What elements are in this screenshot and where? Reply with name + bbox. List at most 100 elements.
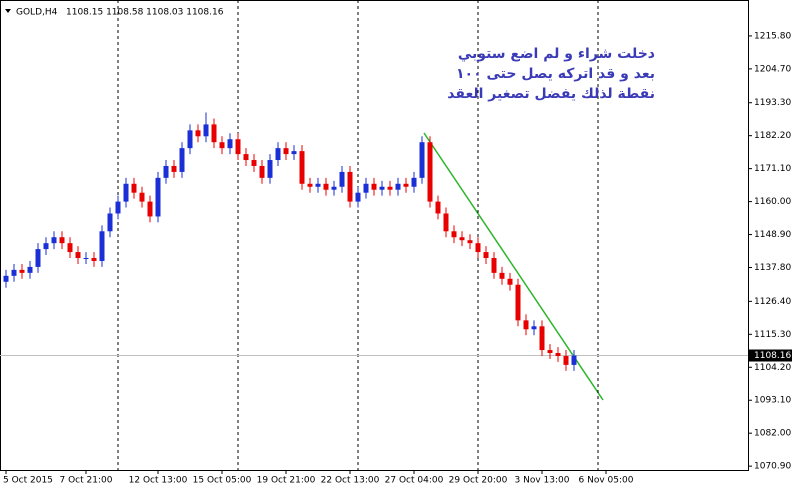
candle-body xyxy=(243,154,249,161)
candle-body xyxy=(171,165,177,172)
candle-body xyxy=(251,160,257,166)
x-tick-label: 3 Nov 13:00 xyxy=(515,476,570,486)
x-tick-label: 19 Oct 21:00 xyxy=(257,476,316,486)
candle-body xyxy=(299,151,305,184)
annotation-line: دخلت شراء و لم اضع ستوبي xyxy=(457,46,655,62)
y-tick-label: 1215.80 xyxy=(754,31,791,41)
candle-body xyxy=(11,269,17,276)
candle-body xyxy=(475,243,481,253)
candle-body xyxy=(99,231,105,261)
y-tick-label: 1171.10 xyxy=(754,164,791,174)
candle-body xyxy=(131,183,137,193)
candle-body xyxy=(235,139,241,155)
ohlc-readout: 1108.15 1108.58 1108.03 1108.16 xyxy=(66,8,224,18)
candle-body xyxy=(499,272,505,279)
candle-body xyxy=(547,350,553,354)
candle-body xyxy=(443,213,449,232)
candle-body xyxy=(323,183,329,190)
candle-body xyxy=(179,148,185,172)
candle-body xyxy=(219,142,225,149)
candle-body xyxy=(491,258,497,273)
candle-body xyxy=(35,249,41,267)
candle-body xyxy=(123,183,129,202)
candle-body xyxy=(555,353,561,356)
x-tick-label: 22 Oct 13:00 xyxy=(321,476,380,486)
candle-body xyxy=(371,183,377,190)
candle-body xyxy=(203,124,209,137)
candle-body xyxy=(539,326,545,351)
candle-body xyxy=(483,252,489,259)
candle-body xyxy=(331,186,337,190)
candle-body xyxy=(435,201,441,214)
candle-body xyxy=(267,160,273,178)
candle-body xyxy=(467,240,473,244)
annotation-line: بعد و قد اتركه يصل حتى ١٠٠ xyxy=(456,66,655,82)
candle-body xyxy=(515,284,521,321)
candle-body xyxy=(59,237,65,244)
y-tick-label: 1193.30 xyxy=(754,98,791,108)
candle-body xyxy=(523,320,529,330)
candle-body xyxy=(507,278,513,285)
y-tick-label: 1137.80 xyxy=(754,263,791,273)
candle-body xyxy=(531,326,537,330)
x-tick-label: 27 Oct 04:00 xyxy=(385,476,444,486)
candle-body xyxy=(259,165,265,178)
candle-body xyxy=(211,124,217,143)
candle-body xyxy=(107,213,113,232)
y-tick-label: 1104.20 xyxy=(754,363,791,373)
annotation: دخلت شراء و لم اضع ستوبي بعد و قد اتركه ي… xyxy=(380,44,655,104)
candle-body xyxy=(307,183,313,187)
candle-body xyxy=(27,266,33,273)
symbol: GOLD,H4 xyxy=(16,8,58,18)
candle-body xyxy=(187,130,193,149)
candle-body xyxy=(83,258,89,260)
candle-body xyxy=(67,243,73,253)
candle-body xyxy=(411,177,417,187)
y-tick-label: 1148.90 xyxy=(754,230,791,240)
candle-body xyxy=(227,139,233,149)
candle-body xyxy=(315,183,321,187)
candle-body xyxy=(571,355,577,365)
candle-body xyxy=(339,171,345,187)
candle-body xyxy=(115,201,121,214)
candle-body xyxy=(387,186,393,190)
candle-body xyxy=(51,237,57,244)
candle-body xyxy=(363,183,369,193)
candle-body xyxy=(395,183,401,190)
candle-body xyxy=(275,148,281,161)
y-tick-label: 1082.00 xyxy=(754,429,791,439)
x-tick-label: 5 Oct 2015 xyxy=(3,476,53,486)
y-tick-label: 1182.20 xyxy=(754,131,791,141)
x-tick-label: 29 Oct 20:00 xyxy=(449,476,508,486)
candle-body xyxy=(91,258,97,261)
price-tag xyxy=(748,349,792,362)
candle-body xyxy=(451,231,457,238)
x-tick-label: 15 Oct 05:00 xyxy=(193,476,252,486)
candle-body xyxy=(19,269,25,273)
plot-frame xyxy=(0,0,749,471)
candle-body xyxy=(139,192,145,202)
candle-body xyxy=(563,355,569,365)
candle-body xyxy=(419,142,425,178)
candle-body xyxy=(75,252,81,259)
annotation-line: نقطة لذلك يفضل تصغير العقد xyxy=(447,86,655,102)
price-tag-label: 1108.16 xyxy=(754,351,791,361)
y-tick-label: 1160.00 xyxy=(754,197,791,207)
candle-body xyxy=(3,275,9,282)
candle-body xyxy=(43,243,49,250)
candle-body xyxy=(459,237,465,241)
candle-body xyxy=(163,165,169,178)
menu-arrow[interactable] xyxy=(5,9,11,13)
y-tick-label: 1093.10 xyxy=(754,396,791,406)
x-tick-label: 12 Oct 13:00 xyxy=(129,476,188,486)
candle-body xyxy=(355,192,361,202)
candle-body xyxy=(195,130,201,137)
candle-body xyxy=(291,151,297,155)
candle-body xyxy=(283,148,289,155)
candle-body xyxy=(147,201,153,217)
candle-body xyxy=(379,186,385,190)
x-tick-label: 7 Oct 21:00 xyxy=(60,476,113,486)
candle-body xyxy=(155,177,161,217)
